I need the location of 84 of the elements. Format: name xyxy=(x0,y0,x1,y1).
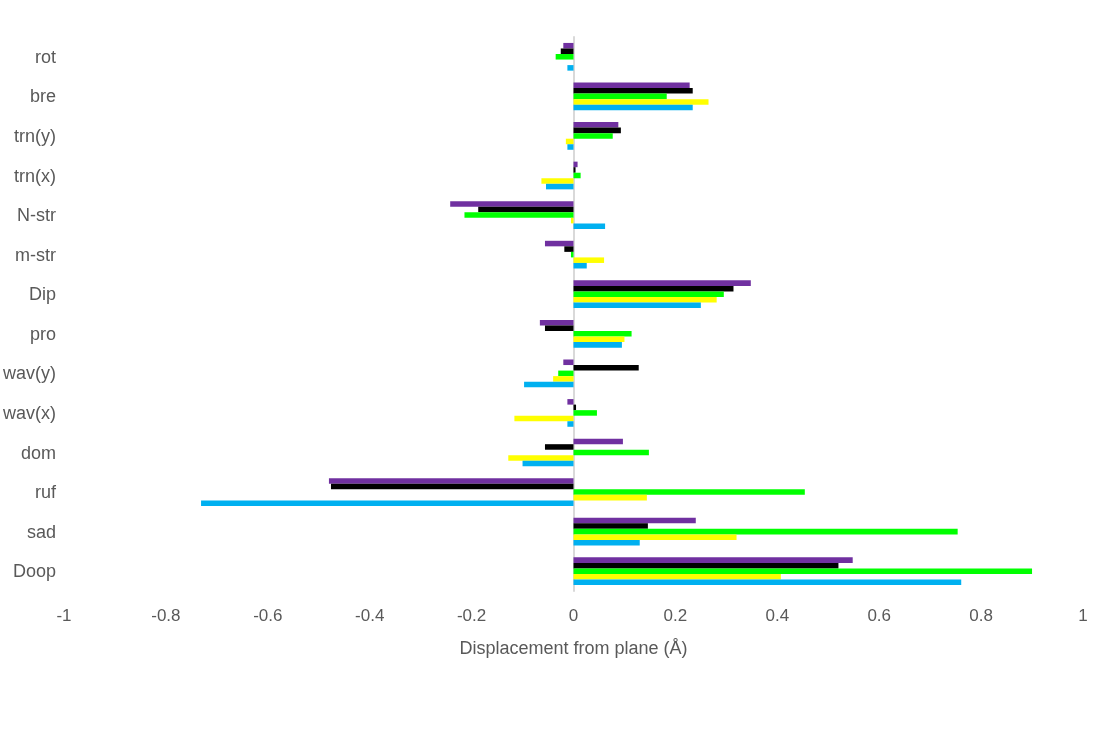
bar xyxy=(573,438,623,445)
bar xyxy=(573,280,751,286)
bar xyxy=(573,161,578,168)
y-tick-label: sad xyxy=(26,521,56,542)
x-tick-label: -0.2 xyxy=(456,606,487,625)
bar xyxy=(330,483,574,490)
bar xyxy=(541,178,574,184)
bar xyxy=(573,223,606,229)
bar xyxy=(573,410,597,416)
bar xyxy=(564,246,574,252)
bar xyxy=(573,296,717,303)
y-tick-label: ruf xyxy=(34,482,57,503)
y-tick-label: trn(y) xyxy=(14,125,56,146)
x-tick-label: -1 xyxy=(56,606,72,625)
bar xyxy=(544,325,574,332)
x-tick-label: 0.8 xyxy=(969,606,993,625)
bar xyxy=(573,82,690,89)
bar xyxy=(573,285,734,292)
bar xyxy=(573,579,962,586)
bar xyxy=(560,48,574,55)
bar xyxy=(573,336,625,343)
bar xyxy=(573,489,805,495)
y-tick-label: wav(y) xyxy=(2,363,56,384)
bar xyxy=(567,421,574,427)
x-tick-label: -0.6 xyxy=(253,606,283,625)
bar xyxy=(573,517,696,524)
bar xyxy=(573,127,621,134)
bar xyxy=(573,539,640,546)
x-tick-label: 0.6 xyxy=(867,606,892,625)
bar xyxy=(573,104,693,111)
bar xyxy=(544,444,574,450)
y-tick-label: trn(x) xyxy=(14,165,56,186)
bar xyxy=(508,455,574,461)
bar xyxy=(573,331,632,337)
x-tick-label: -0.8 xyxy=(151,606,181,625)
bar xyxy=(478,206,574,213)
x-tick-label: 0.4 xyxy=(765,606,790,625)
x-tick-label: 0.2 xyxy=(663,606,688,625)
x-tick-label: 0 xyxy=(568,606,579,625)
bar xyxy=(573,557,853,563)
bar xyxy=(573,523,648,529)
bar xyxy=(573,291,724,297)
bar xyxy=(573,93,667,100)
bar xyxy=(201,500,574,506)
bar xyxy=(573,133,613,139)
x-tick-label: 1 xyxy=(1078,606,1088,625)
bar xyxy=(573,167,576,173)
y-tick-label: pro xyxy=(29,323,56,344)
y-tick-label: Dip xyxy=(28,284,56,305)
y-tick-label: bre xyxy=(29,86,56,107)
y-tick-label: Doop xyxy=(12,561,56,582)
bar xyxy=(573,88,693,94)
bar xyxy=(573,99,709,105)
y-tick-label: N-str xyxy=(17,205,56,226)
bar xyxy=(573,302,701,309)
y-tick-label: m-str xyxy=(15,244,56,265)
bar xyxy=(573,404,577,411)
bar xyxy=(573,534,737,540)
y-tick-label: dom xyxy=(20,442,56,463)
y-tick-label: wav(x) xyxy=(2,402,56,423)
bar xyxy=(573,449,649,456)
bar xyxy=(573,122,619,128)
bar xyxy=(573,573,781,580)
bar xyxy=(567,65,574,71)
x-tick-label: -0.4 xyxy=(355,606,385,625)
bar xyxy=(567,399,574,405)
bar xyxy=(555,54,574,60)
bar xyxy=(450,201,574,207)
bar xyxy=(567,144,574,150)
bar xyxy=(573,257,605,263)
bar xyxy=(328,478,574,484)
bar xyxy=(573,528,958,535)
bar xyxy=(573,365,639,371)
bar xyxy=(573,172,581,179)
y-tick-label: rot xyxy=(34,46,56,67)
x-axis-title: Displacement from plane (Å) xyxy=(459,638,688,658)
bar xyxy=(573,494,647,501)
bar xyxy=(573,562,839,569)
bar xyxy=(514,415,574,422)
bar xyxy=(573,568,1033,574)
bar xyxy=(573,262,587,269)
bar xyxy=(553,376,574,382)
bar xyxy=(464,212,574,218)
bar xyxy=(573,342,622,348)
